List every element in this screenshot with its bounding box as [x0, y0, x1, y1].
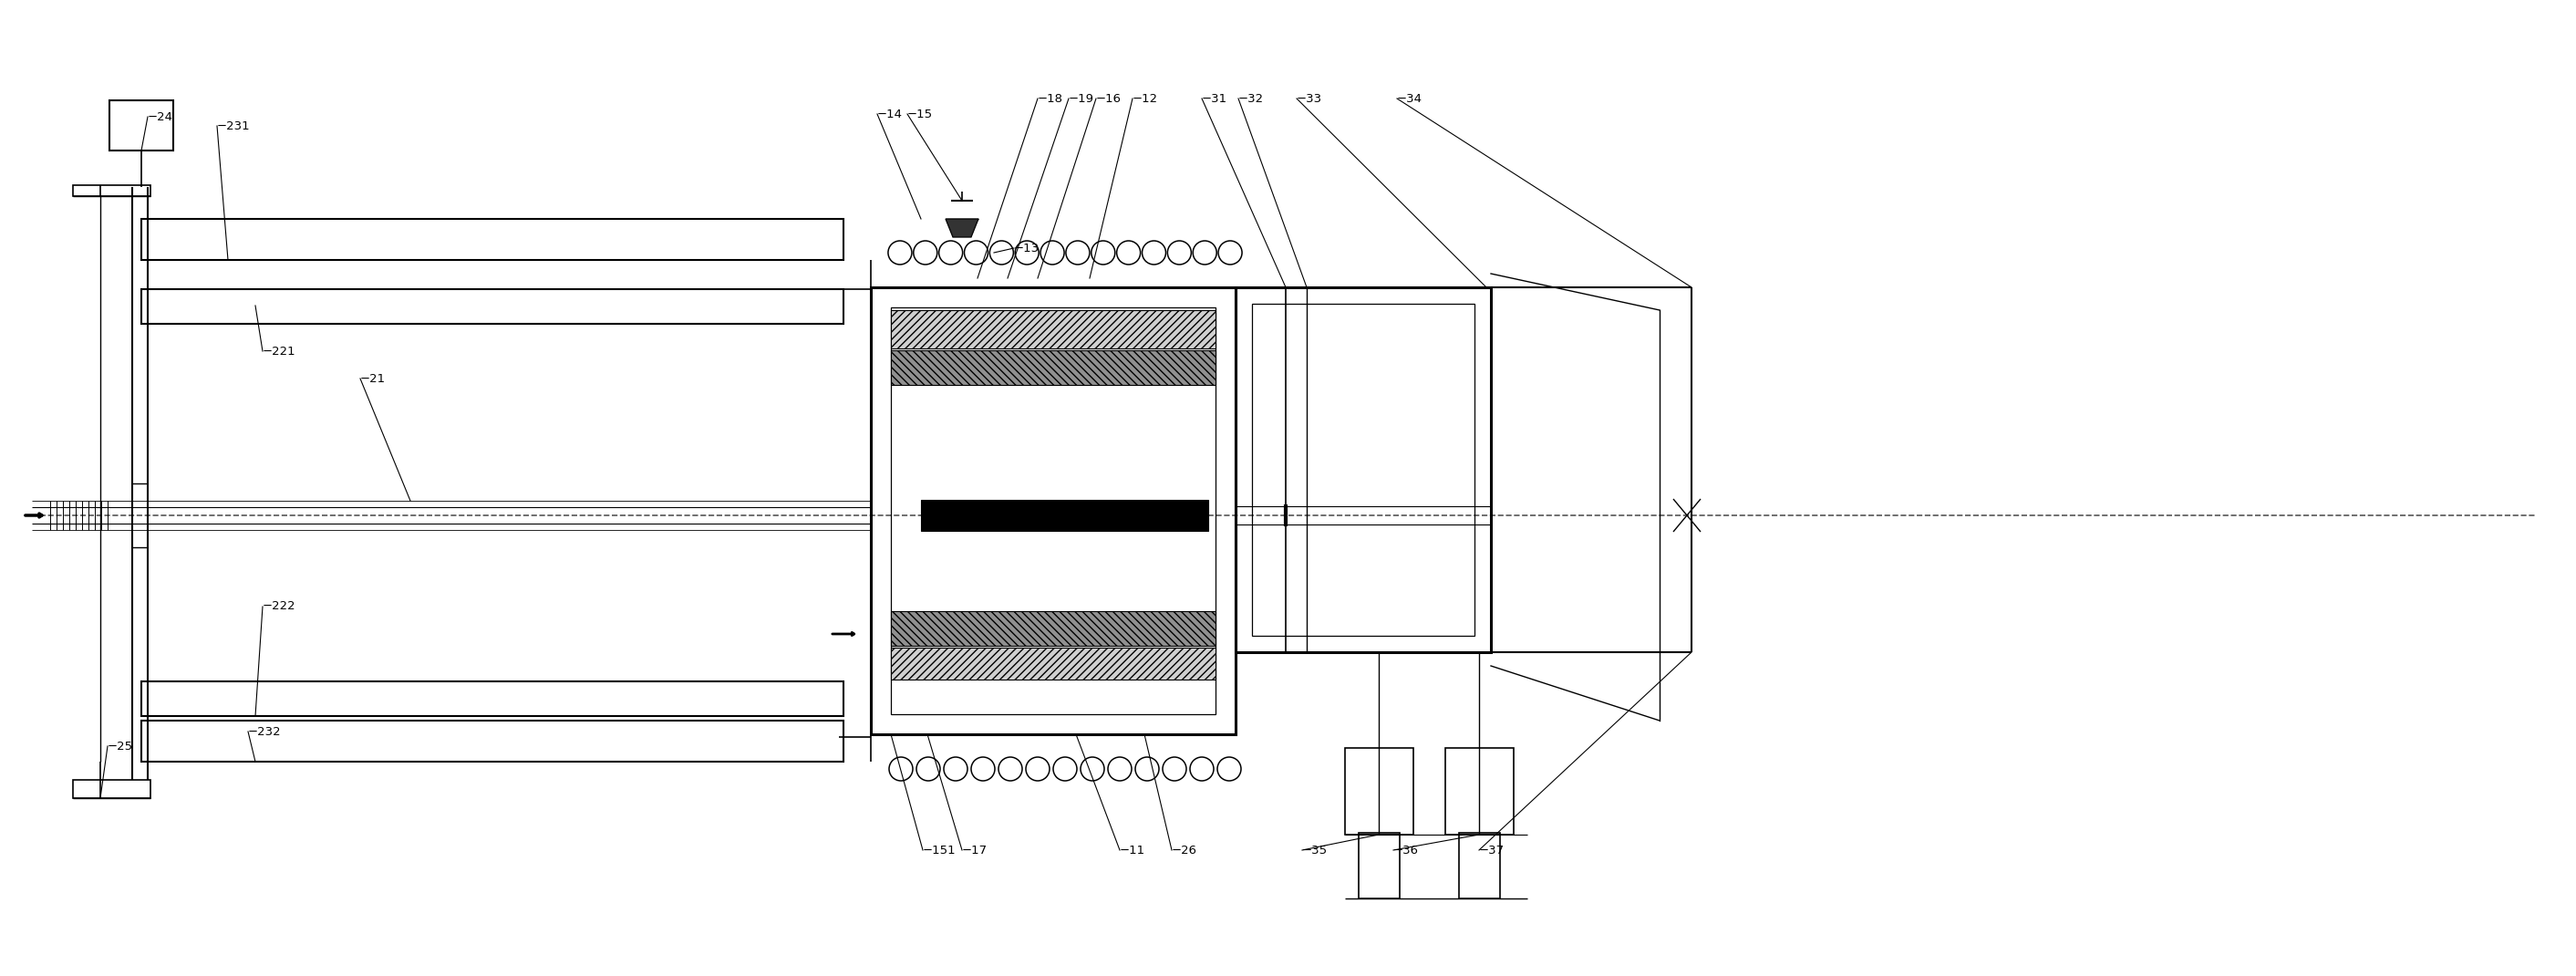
Bar: [1345, 748, 1414, 834]
Bar: [891, 611, 1216, 646]
Bar: [1458, 833, 1499, 899]
Text: −13: −13: [1015, 242, 1041, 254]
Text: −31: −31: [1203, 93, 1229, 104]
Text: −25: −25: [108, 740, 134, 752]
Bar: [142, 219, 842, 260]
Bar: [72, 780, 149, 798]
Text: −26: −26: [1172, 844, 1198, 856]
Text: −37: −37: [1479, 844, 1504, 856]
Text: −36: −36: [1394, 844, 1419, 856]
Text: −32: −32: [1239, 93, 1265, 104]
Bar: [142, 681, 842, 716]
Bar: [72, 185, 149, 196]
Text: −232: −232: [247, 725, 281, 738]
Bar: [871, 287, 1236, 734]
Text: −35: −35: [1301, 844, 1327, 856]
Text: −16: −16: [1095, 93, 1121, 104]
Bar: [142, 289, 842, 324]
Text: −231: −231: [216, 120, 250, 132]
Text: −24: −24: [147, 111, 173, 123]
Text: −12: −12: [1133, 93, 1159, 104]
Text: −221: −221: [263, 346, 296, 357]
Bar: [142, 720, 842, 761]
Bar: [891, 648, 1216, 679]
Text: −34: −34: [1396, 93, 1422, 104]
Text: −15: −15: [907, 108, 933, 120]
Bar: [891, 310, 1216, 348]
Bar: [1445, 748, 1515, 834]
Text: −222: −222: [263, 600, 296, 613]
Text: −14: −14: [878, 108, 902, 120]
Bar: [1358, 833, 1399, 899]
Bar: [1236, 287, 1492, 652]
Bar: [1252, 304, 1473, 635]
Text: −19: −19: [1069, 93, 1095, 104]
Bar: [108, 101, 173, 150]
Text: −18: −18: [1038, 93, 1064, 104]
Text: −17: −17: [961, 844, 987, 856]
Bar: [891, 307, 1216, 714]
Text: −21: −21: [361, 373, 386, 385]
Text: −33: −33: [1296, 93, 1321, 104]
Text: −151: −151: [922, 844, 956, 856]
Text: −11: −11: [1121, 844, 1146, 856]
Bar: [891, 350, 1216, 385]
Polygon shape: [945, 219, 979, 237]
Bar: [922, 500, 1208, 531]
